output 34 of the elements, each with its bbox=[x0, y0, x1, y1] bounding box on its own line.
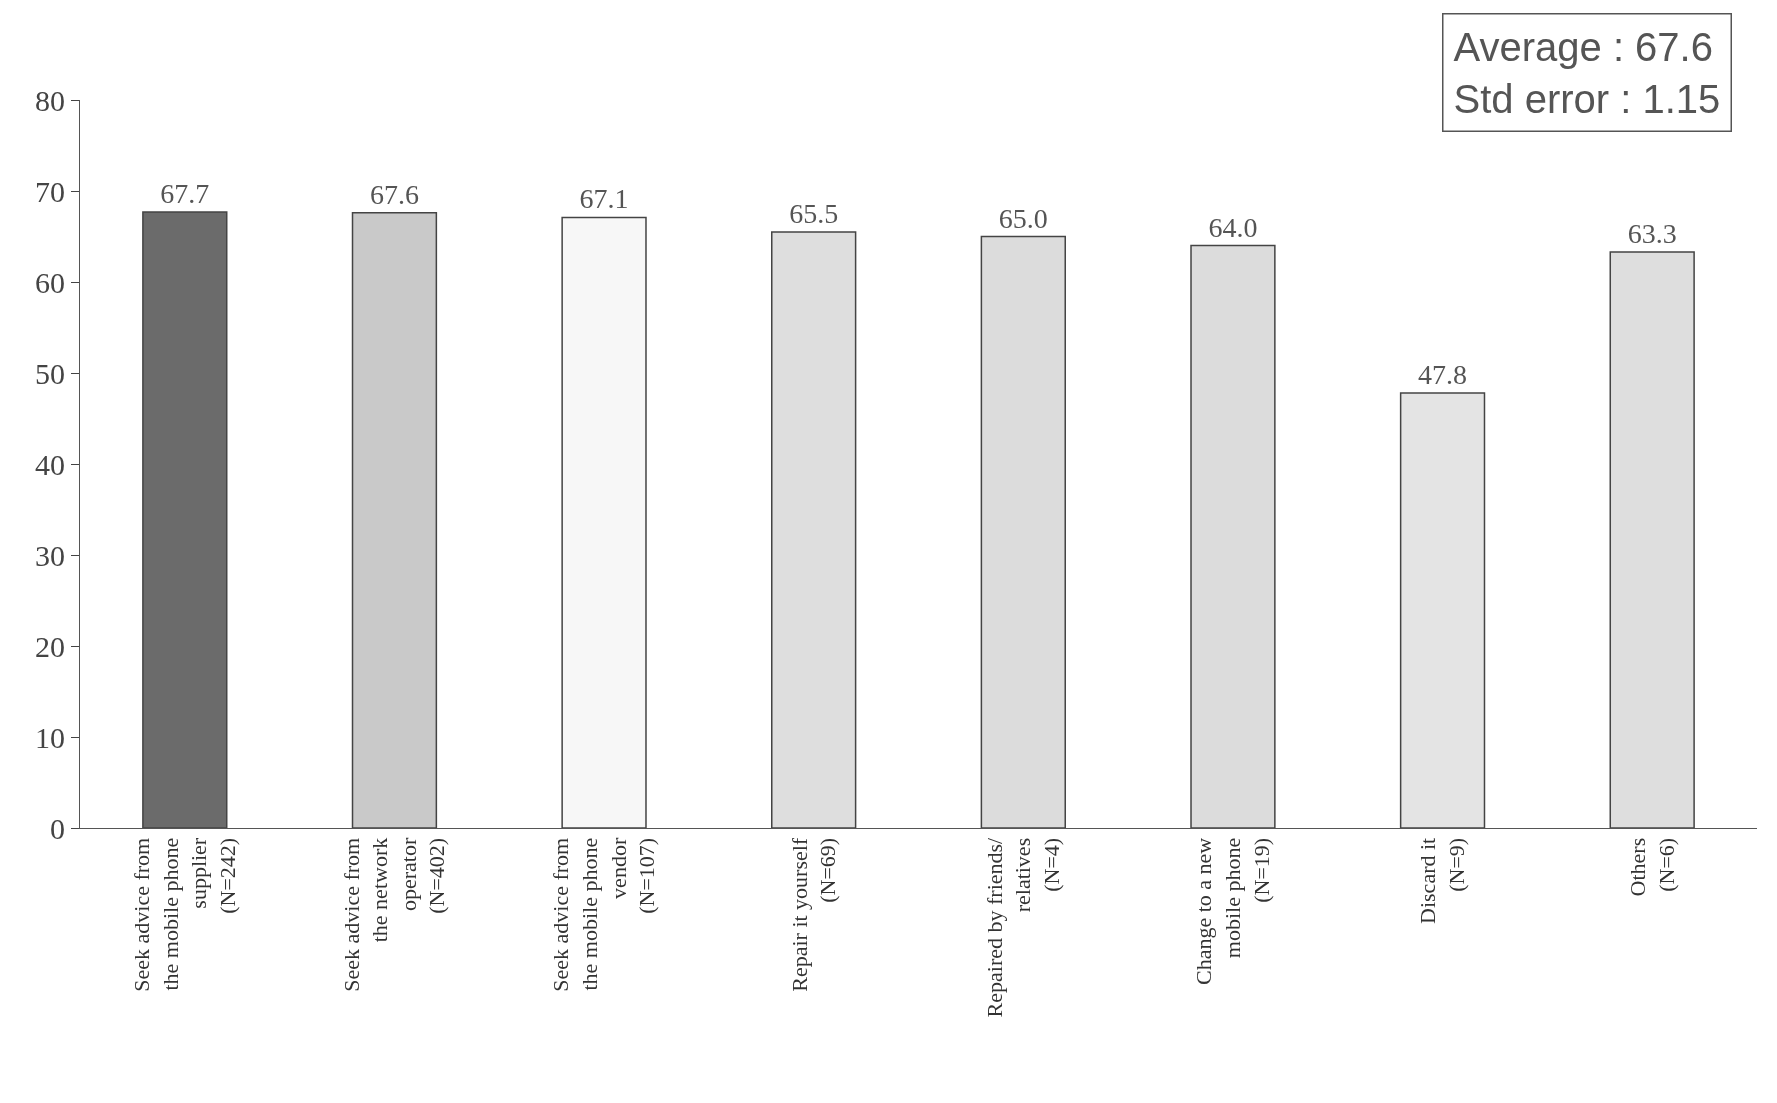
bar bbox=[1609, 251, 1695, 828]
data-label: 67.7 bbox=[160, 177, 210, 209]
bar bbox=[351, 212, 438, 828]
x-tick-label: Seek advice from the mobile phone supplier (N=242) bbox=[129, 837, 240, 992]
x-tick-label: Discard it (N=9) bbox=[1415, 837, 1470, 924]
data-label: 65.5 bbox=[789, 197, 839, 229]
x-tick-label: Repair it yourself (N=69) bbox=[786, 837, 841, 992]
data-label: 63.3 bbox=[1627, 217, 1677, 249]
data-label: 65.0 bbox=[998, 202, 1048, 234]
bar bbox=[1190, 244, 1276, 828]
bar bbox=[142, 211, 228, 828]
annotation: Average : 67.6 Std error : 1.15 bbox=[1453, 24, 1721, 121]
y-tick-label: 50 bbox=[35, 356, 65, 390]
bar bbox=[561, 216, 647, 828]
x-tick-label: Change to a new mobile phone (N=19) bbox=[1191, 837, 1274, 986]
bar bbox=[980, 235, 1066, 828]
y-tick-label: 40 bbox=[35, 447, 65, 481]
x-tick-label: Seek advice from the network operator (N=402) bbox=[338, 837, 450, 992]
y-tick-label: 20 bbox=[35, 629, 65, 663]
x-tick-label: Others (N=6) bbox=[1625, 837, 1679, 897]
y-tick-label: 0 bbox=[50, 811, 65, 845]
y-tick-label: 60 bbox=[35, 265, 65, 299]
x-tick-label: Repaired by friends/ relatives (N=4) bbox=[981, 836, 1065, 1018]
data-label: 67.6 bbox=[369, 178, 419, 210]
bar bbox=[1399, 392, 1486, 828]
y-tick-label: 30 bbox=[35, 538, 65, 572]
bar bbox=[771, 231, 857, 828]
data-label: 64.0 bbox=[1208, 211, 1258, 243]
x-tick-label: Seek advice from the mobile phone vendor (N=107) bbox=[548, 837, 660, 992]
y-tick-label: 70 bbox=[35, 174, 65, 208]
y-tick-label: 80 bbox=[35, 83, 65, 117]
data-label: 47.8 bbox=[1418, 359, 1468, 391]
data-label: 67.1 bbox=[579, 183, 629, 215]
y-tick-label: 10 bbox=[35, 720, 65, 754]
